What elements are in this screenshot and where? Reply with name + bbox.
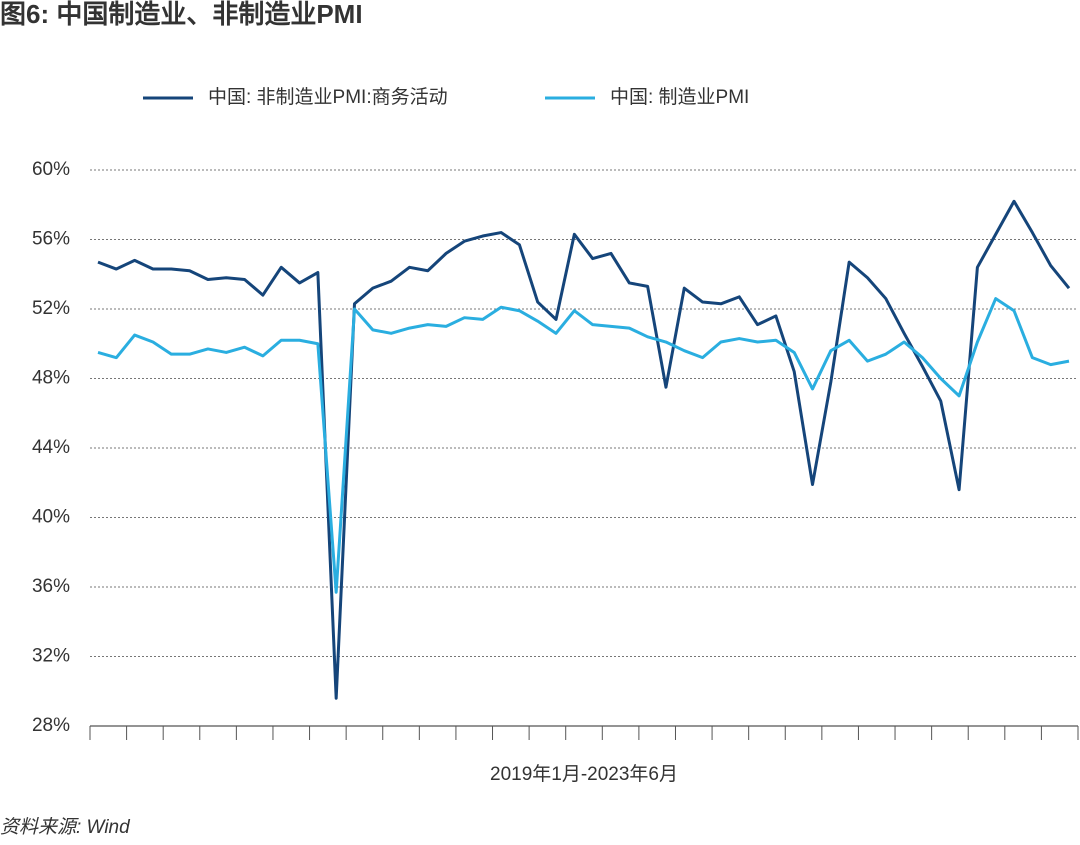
y-tick-label: 32%: [32, 646, 70, 667]
y-tick-label: 48%: [32, 368, 70, 389]
y-tick-label: 52%: [32, 298, 70, 319]
y-tick-label: 44%: [32, 437, 70, 458]
series-line: [97, 199, 1071, 700]
y-tick-label: 60%: [32, 159, 70, 180]
legend-label: 中国: 制造业PMI: [610, 86, 749, 108]
series-line: [97, 297, 1070, 594]
source-note: 资料来源: Wind: [0, 817, 131, 838]
y-tick-label: 36%: [32, 576, 70, 597]
y-tick-label: 56%: [32, 229, 70, 250]
x-axis-label: 2019年1月-2023年6月: [490, 763, 678, 785]
chart-title: 图6: 中国制造业、非制造业PMI: [0, 0, 363, 29]
y-tick-label: 28%: [32, 715, 70, 736]
legend-label: 中国: 非制造业PMI:商务活动: [208, 86, 448, 108]
y-tick-label: 40%: [32, 507, 70, 528]
